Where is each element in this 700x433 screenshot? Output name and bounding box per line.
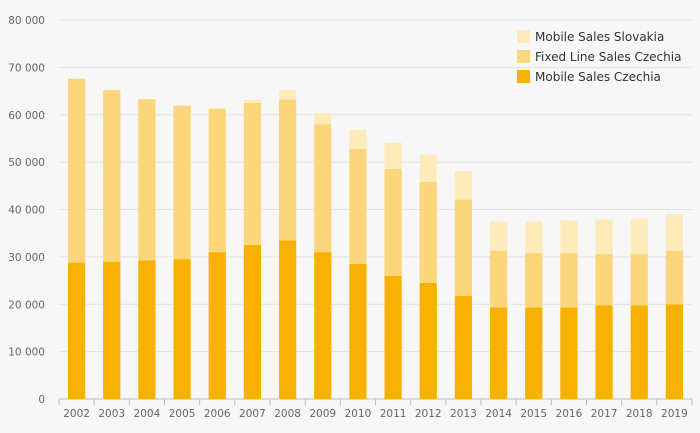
- y-axis: 0 10 000 20 000 30 000 40 000 50 000 60 000 70 …: [8, 15, 45, 406]
- legend-swatch: [517, 50, 530, 63]
- x-tick-label: 2011: [380, 408, 407, 420]
- legend-swatch: [517, 70, 530, 83]
- bar-segment: [384, 168, 402, 276]
- bar-segment: [560, 307, 578, 399]
- bar-segment: [560, 220, 578, 254]
- bar-segment: [419, 154, 437, 183]
- bar-segment: [278, 90, 297, 100]
- bar-segment: [630, 218, 648, 255]
- bars-group: [67, 78, 684, 399]
- bar-segment: [138, 260, 156, 399]
- x-tick-label: 2010: [345, 408, 372, 420]
- x-tick-label: 2018: [626, 408, 653, 420]
- legend-label: Fixed Line Sales Czechia: [535, 50, 681, 64]
- bar-segment: [349, 263, 367, 399]
- y-tick-label: 80 000: [8, 15, 45, 27]
- bar-segment: [454, 295, 473, 399]
- bar-segment: [489, 307, 508, 399]
- y-tick-label: 30 000: [8, 252, 45, 264]
- x-tick-label: 2017: [591, 408, 618, 420]
- x-tick-label: 2012: [415, 408, 442, 420]
- bar-segment: [595, 305, 613, 399]
- bar-segment: [67, 78, 86, 263]
- bar-segment: [314, 124, 332, 253]
- x-tick-label: 2015: [520, 408, 547, 420]
- x-tick-label: 2013: [450, 408, 477, 420]
- bar-segment: [349, 129, 367, 149]
- x-tick-label: 2006: [204, 408, 231, 420]
- x-tick-label: 2008: [274, 408, 301, 420]
- bar-segment: [454, 171, 473, 200]
- bar-segment: [243, 102, 262, 246]
- bar-segment: [489, 250, 508, 308]
- legend: Mobile Sales Slovakia Fixed Line Sales Cz…: [517, 30, 681, 84]
- x-tick-label: 2005: [169, 408, 196, 420]
- bar-segment: [595, 219, 613, 255]
- bar-segment: [314, 112, 332, 125]
- bar-segment: [665, 250, 684, 305]
- bar-segment: [630, 305, 648, 399]
- x-axis: 2002 2003 2004 2005 2006 2007 2008 2009 2010 2011…: [58, 399, 693, 420]
- y-tick-label: 70 000: [8, 62, 45, 74]
- bar-segment: [103, 90, 121, 262]
- bar-segment: [208, 252, 226, 399]
- bar-segment: [384, 142, 402, 169]
- bar-segment: [489, 221, 508, 251]
- bar-segment: [525, 221, 543, 254]
- bar-segment: [419, 182, 437, 283]
- bar-segment: [525, 307, 543, 399]
- legend-swatch: [517, 30, 530, 43]
- bar-segment: [278, 240, 297, 399]
- y-tick-label: 50 000: [8, 157, 45, 169]
- bar-segment: [665, 304, 684, 399]
- y-tick-label: 0: [38, 394, 45, 406]
- x-tick-label: 2014: [485, 408, 512, 420]
- bar-segment: [419, 282, 437, 399]
- legend-label: Mobile Sales Czechia: [535, 70, 661, 84]
- bar-segment: [630, 254, 648, 306]
- x-tick-label: 2007: [239, 408, 266, 420]
- bar-segment: [243, 99, 262, 103]
- bar-segment: [208, 108, 226, 253]
- y-tick-label: 20 000: [8, 299, 45, 311]
- x-tick-label: 2003: [98, 408, 125, 420]
- bar-segment: [103, 261, 121, 399]
- bar-segment: [67, 262, 86, 399]
- y-tick-label: 40 000: [8, 205, 45, 217]
- bar-segment: [384, 275, 402, 399]
- bar-segment: [278, 99, 297, 241]
- legend-label: Mobile Sales Slovakia: [535, 30, 664, 44]
- x-tick-label: 2016: [556, 408, 583, 420]
- y-tick-label: 60 000: [8, 110, 45, 122]
- bar-segment: [454, 199, 473, 296]
- bar-segment: [349, 148, 367, 264]
- x-tick-label: 2009: [309, 408, 336, 420]
- bar-segment: [314, 252, 332, 399]
- x-tick-label: 2004: [134, 408, 161, 420]
- bar-segment: [243, 245, 262, 399]
- bar-segment: [560, 253, 578, 308]
- y-tick-label: 10 000: [8, 347, 45, 359]
- bar-segment: [595, 254, 613, 306]
- bar-segment: [665, 214, 684, 251]
- x-tick-label: 2002: [63, 408, 90, 420]
- x-tick-label: 2019: [661, 408, 688, 420]
- bar-segment: [525, 253, 543, 308]
- bar-segment: [173, 259, 191, 399]
- bar-segment: [173, 105, 191, 260]
- bar-segment: [138, 99, 156, 261]
